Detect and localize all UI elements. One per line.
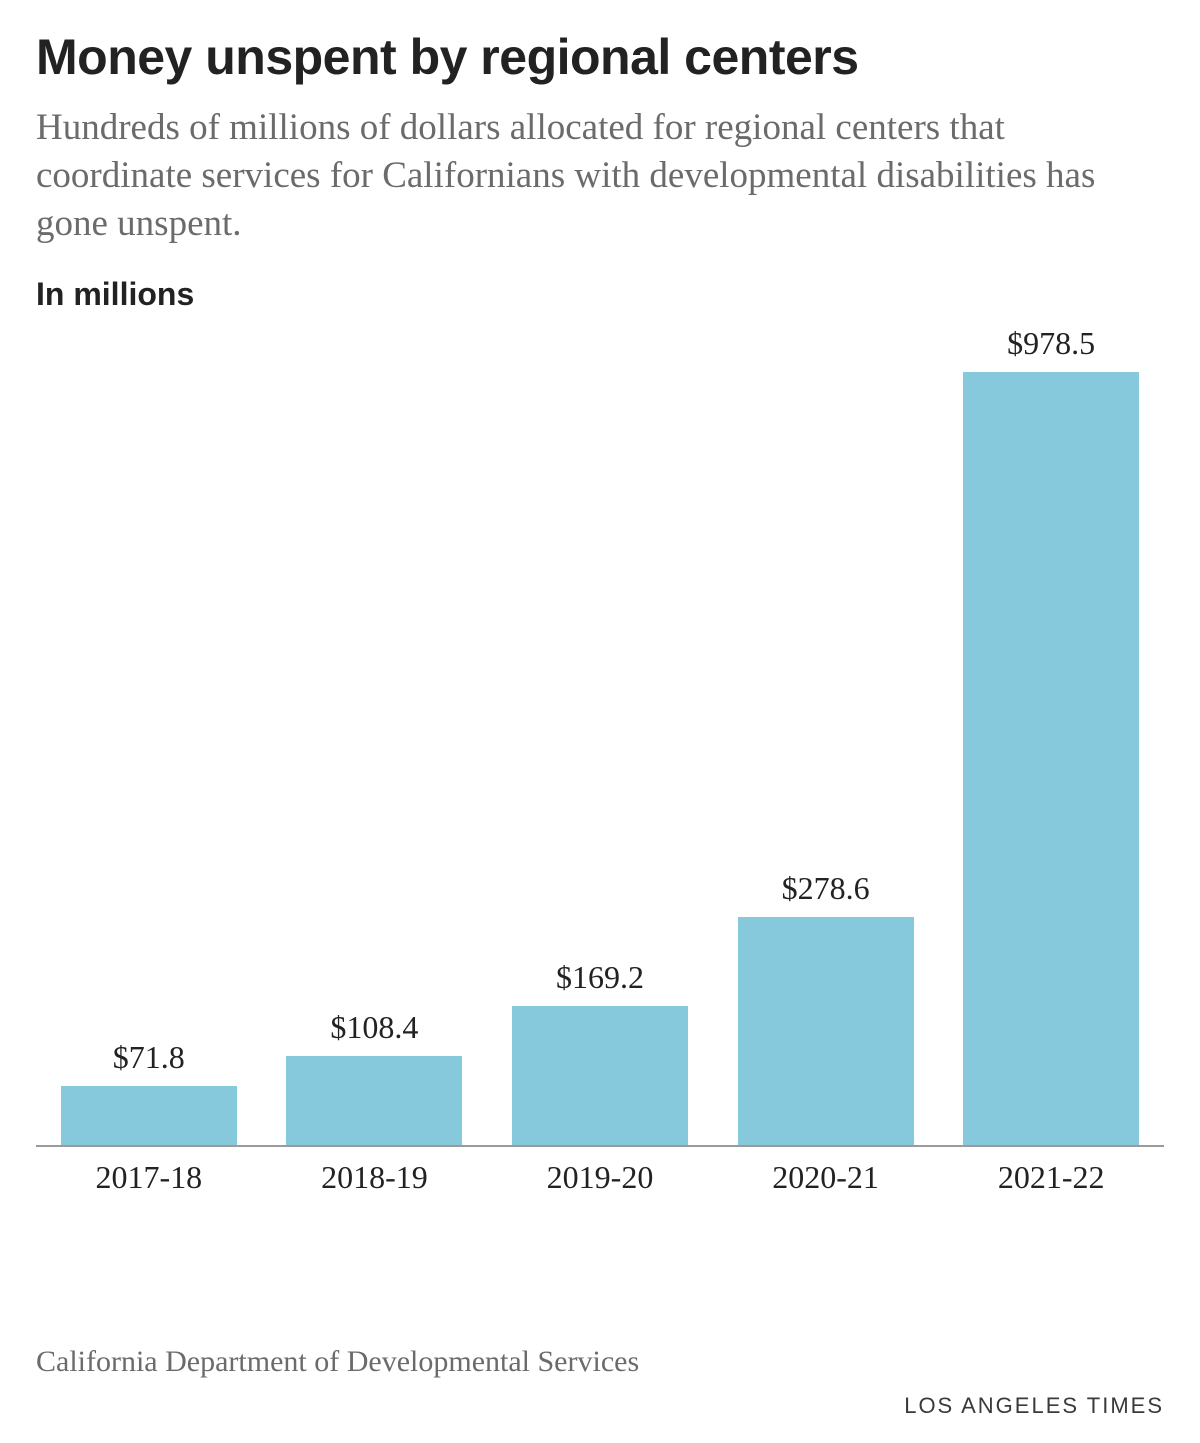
bar-rect [286,1056,462,1145]
bar-col: $978.5 [938,325,1164,1145]
bar-col: $108.4 [262,325,488,1145]
source-line: California Department of Developmental S… [36,1345,1164,1379]
bar-rect [963,372,1139,1145]
credit-line: LOS ANGELES TIMES [36,1393,1164,1419]
chart-subtitle: Hundreds of millions of dollars allocate… [36,104,1164,248]
x-label: 2019-20 [487,1159,713,1196]
bar-rect [512,1006,688,1145]
bar-value-label: $108.4 [330,1009,418,1046]
bar-value-label: $278.6 [782,870,870,907]
chart-title: Money unspent by regional centers [36,28,1164,86]
x-label: 2020-21 [713,1159,939,1196]
units-label: In millions [36,276,1164,313]
bar-col: $169.2 [487,325,713,1145]
x-axis-baseline [36,1145,1164,1147]
bars-container: $71.8 $108.4 $169.2 $278.6 $978.5 [36,325,1164,1145]
bar-col: $278.6 [713,325,939,1145]
x-label: 2017-18 [36,1159,262,1196]
bar-value-label: $71.8 [113,1039,185,1076]
chart-footer: California Department of Developmental S… [36,1345,1164,1419]
bar-value-label: $978.5 [1007,325,1095,362]
x-label: 2021-22 [938,1159,1164,1196]
chart-area: $71.8 $108.4 $169.2 $278.6 $978.5 [36,325,1164,1196]
bar-col: $71.8 [36,325,262,1145]
bar-chart: $71.8 $108.4 $169.2 $278.6 $978.5 [36,325,1164,1145]
bar-value-label: $169.2 [556,959,644,996]
x-label: 2018-19 [262,1159,488,1196]
bar-rect [738,917,914,1145]
bar-rect [61,1086,237,1145]
chart-card: Money unspent by regional centers Hundre… [0,0,1200,1443]
x-axis-labels: 2017-18 2018-19 2019-20 2020-21 2021-22 [36,1159,1164,1196]
